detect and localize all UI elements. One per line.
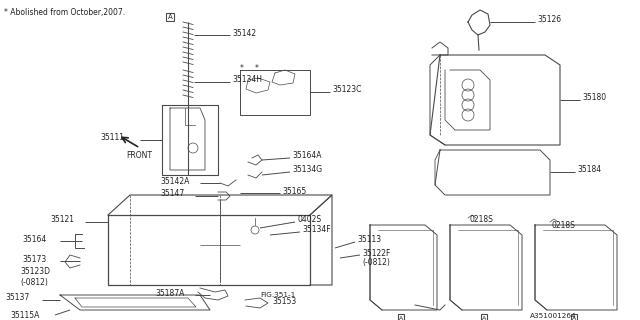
Text: 35123D: 35123D [20, 268, 50, 276]
Text: A: A [572, 316, 576, 320]
Text: 0402S: 0402S [297, 215, 321, 225]
Text: A: A [399, 316, 403, 320]
Text: A351001264: A351001264 [530, 313, 577, 319]
Text: 35165: 35165 [282, 187, 307, 196]
Text: 35126: 35126 [537, 15, 561, 25]
Text: (-0812): (-0812) [20, 277, 48, 286]
Text: 35142A: 35142A [160, 177, 189, 186]
Text: 35134G: 35134G [292, 165, 322, 174]
Text: 35134H: 35134H [232, 76, 262, 84]
Text: 35115A: 35115A [10, 310, 40, 319]
Text: A: A [168, 14, 172, 20]
Text: 35137: 35137 [5, 293, 29, 302]
Text: 35164A: 35164A [292, 151, 321, 161]
Text: 35187A: 35187A [155, 289, 184, 298]
Text: *: * [240, 63, 244, 73]
Text: 35184: 35184 [577, 165, 601, 174]
Text: 35173: 35173 [22, 254, 46, 263]
Text: *: * [255, 63, 259, 73]
Text: 35121: 35121 [50, 215, 74, 225]
Text: 35113: 35113 [357, 236, 381, 244]
Text: (-0812): (-0812) [362, 259, 390, 268]
Text: 35123C: 35123C [332, 85, 362, 94]
Text: FRONT: FRONT [126, 150, 152, 159]
Text: 35134F: 35134F [302, 226, 331, 235]
Text: 35153: 35153 [272, 298, 296, 307]
Text: 35142: 35142 [232, 28, 256, 37]
Text: FIG.351-1: FIG.351-1 [260, 292, 295, 298]
Text: 35122F: 35122F [362, 249, 390, 258]
Text: 0218S: 0218S [470, 215, 494, 225]
Text: 35180: 35180 [582, 93, 606, 102]
Text: 35147: 35147 [160, 189, 184, 198]
Text: A: A [482, 316, 486, 320]
Text: 35164: 35164 [22, 235, 46, 244]
Text: * Abolished from October,2007.: * Abolished from October,2007. [4, 7, 125, 17]
Text: 0218S: 0218S [552, 220, 576, 229]
Text: 35111: 35111 [100, 133, 124, 142]
